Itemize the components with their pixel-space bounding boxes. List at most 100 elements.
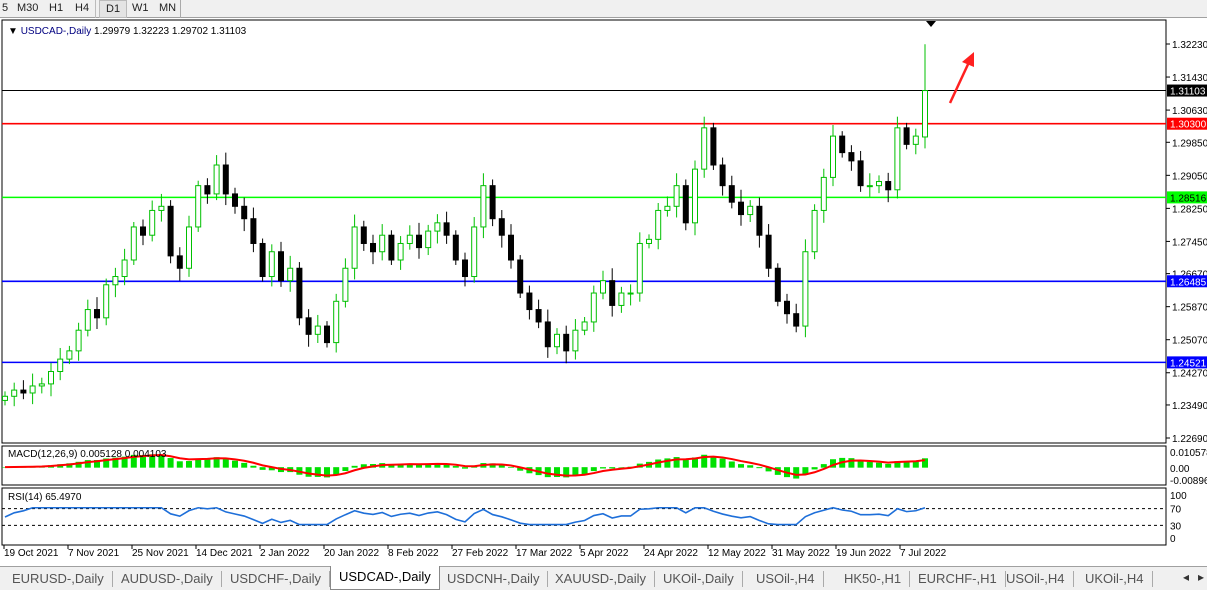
tab-usdcad-daily[interactable]: USDCAD-,Daily: [330, 566, 440, 590]
timeframe-h1[interactable]: H1: [49, 2, 64, 14]
tab-eurusd-daily[interactable]: EURUSD-,Daily: [4, 571, 113, 587]
trend-arrow-head-icon: [962, 52, 974, 67]
macd-histogram-bar: [342, 467, 349, 471]
price-level-label: 1.30300: [1170, 120, 1207, 131]
macd-histogram-bar: [885, 463, 892, 468]
macd-histogram-bar: [848, 458, 855, 468]
main-pane-frame: [1, 19, 1167, 444]
scroll-left-icon[interactable]: ◂: [1183, 570, 1190, 584]
candle-body: [57, 358, 64, 373]
price-level-badge: [1167, 191, 1207, 204]
tab-audusd-daily[interactable]: AUDUSD-,Daily: [113, 571, 222, 587]
candle-body: [232, 193, 238, 207]
candle-body: [802, 251, 809, 327]
macd-histogram-bar: [213, 457, 220, 468]
macd-histogram-bar: [802, 467, 809, 475]
macd-histogram-bar: [590, 467, 597, 472]
timeframe-w1[interactable]: W1: [132, 2, 149, 14]
timeframe-d1[interactable]: D1: [99, 0, 128, 18]
candle-body: [360, 226, 367, 244]
candle-body: [130, 226, 137, 261]
macd-histogram-bar: [857, 460, 864, 468]
macd-histogram-bar: [517, 467, 524, 471]
macd-histogram-bar: [544, 467, 551, 478]
candle-body: [213, 164, 220, 195]
candle-body: [2, 395, 8, 401]
macd-histogram-bar: [149, 454, 156, 468]
macd-histogram-bar: [793, 467, 800, 479]
candle-body: [186, 226, 192, 269]
candle-body: [176, 255, 183, 269]
price-tick-label: 1.27450: [1172, 237, 1207, 248]
candle-body: [563, 333, 570, 352]
candle-body: [544, 321, 551, 348]
candle-body: [324, 325, 330, 344]
rsi-pane-frame: [1, 487, 1167, 546]
candle-body: [673, 185, 680, 207]
rsi-tick-label: 100: [1170, 491, 1187, 502]
price-tick-label: 1.24270: [1172, 369, 1207, 380]
candle-body: [103, 284, 110, 319]
candle-body: [416, 234, 422, 249]
timeframe-5[interactable]: 5: [2, 2, 9, 14]
macd-histogram-bar: [498, 464, 505, 468]
date-label: 8 Feb 2022: [388, 548, 439, 559]
tab-ukoil-daily[interactable]: UKOil-,Daily: [655, 571, 743, 587]
scroll-right-icon[interactable]: ▸: [1198, 570, 1205, 584]
price-level-badge: [1167, 84, 1207, 97]
candle-body: [590, 292, 597, 323]
timeframe-mn[interactable]: MN: [159, 2, 177, 14]
candle-body: [268, 251, 275, 278]
tab-usoil-h4[interactable]: USOil-,H4: [748, 571, 824, 587]
candle-body: [471, 226, 478, 278]
macd-histogram-bar: [360, 464, 367, 468]
candle-body: [600, 280, 606, 294]
timeframe-m30[interactable]: M30: [17, 2, 39, 14]
macd-histogram-bar: [158, 454, 165, 468]
tab-usdcnh-daily[interactable]: USDCNH-,Daily: [439, 571, 549, 587]
price-tick-label: 1.22690: [1172, 434, 1207, 445]
candle-body: [636, 242, 643, 294]
candle-body: [351, 226, 358, 269]
candle-body: [535, 309, 542, 323]
candle-body: [333, 300, 340, 344]
candle-body: [84, 309, 91, 331]
candle-body: [784, 300, 790, 315]
candle-body: [922, 90, 928, 138]
date-label: 27 Feb 2022: [452, 548, 509, 559]
price-chart[interactable]: 1.32230 1.31430 1.30630 1.29850 1.29050 1.282…: [0, 0, 1207, 566]
candle-body: [866, 185, 873, 188]
candle-body: [903, 127, 910, 145]
timeframe-h4[interactable]: H4: [75, 2, 90, 14]
macd-histogram-bar: [664, 458, 671, 468]
macd-tick-label: -0.00896: [1170, 476, 1207, 487]
macd-histogram-bar: [324, 467, 330, 478]
tab-usoil-h4[interactable]: USOil-,H4: [998, 571, 1074, 587]
tab-ukoil-h4[interactable]: UKOil-,H4: [1077, 571, 1153, 587]
macd-pane-frame: [1, 445, 1167, 486]
date-label: 19 Jun 2022: [836, 548, 891, 559]
price-tick-label: 1.29050: [1172, 171, 1207, 182]
macd-histogram-bar: [876, 462, 882, 468]
candle-body: [149, 209, 156, 236]
candle-body: [121, 259, 128, 278]
macd-histogram-bar: [830, 459, 836, 468]
collapse-triangle-icon[interactable]: ▼: [8, 26, 18, 37]
candle-body: [664, 205, 671, 211]
candle-body: [75, 329, 82, 352]
candle-body: [728, 185, 735, 203]
tab-hk50-h1[interactable]: HK50-,H1: [836, 571, 911, 587]
macd-histogram-bar: [581, 467, 588, 475]
macd-histogram-bar: [728, 461, 735, 468]
candle-body: [112, 276, 119, 286]
tab-eurchf-h1[interactable]: EURCHF-,H1: [910, 571, 1006, 587]
candle-body: [462, 259, 468, 278]
macd-histogram-bar: [738, 464, 744, 468]
price-tick-label: 1.31430: [1172, 73, 1207, 84]
candle-body: [701, 127, 708, 170]
tab-usdchf-daily[interactable]: USDCHF-,Daily: [222, 571, 330, 587]
tab-xauusd-daily[interactable]: XAUUSD-,Daily: [547, 571, 656, 587]
candle-body: [554, 333, 560, 348]
candle-body: [738, 201, 744, 216]
price-tick-label: 1.23490: [1172, 401, 1207, 412]
